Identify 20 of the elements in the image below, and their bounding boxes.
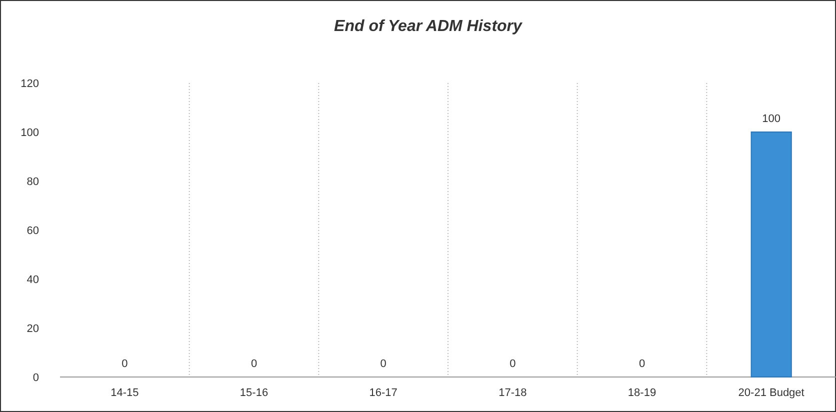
x-tick-label: 14-15 <box>110 387 139 399</box>
x-tick-label: 17-18 <box>498 387 527 399</box>
chart-title: End of Year ADM History <box>334 18 524 35</box>
y-tick-label: 120 <box>20 78 39 90</box>
y-tick-label: 80 <box>26 176 39 188</box>
data-label: 0 <box>122 358 128 370</box>
x-tick-label: 20-21 Budget <box>738 387 804 399</box>
data-label: 0 <box>250 358 258 370</box>
data-label: 0 <box>510 358 516 370</box>
data-label: 0 <box>638 358 646 370</box>
y-tick-label: 100 <box>20 126 39 139</box>
data-label: 0 <box>380 358 386 370</box>
x-tick-label: 18-19 <box>628 387 656 399</box>
y-tick-label: 40 <box>26 274 39 286</box>
y-tick-label: 20 <box>26 322 39 335</box>
data-label: 100 <box>762 113 781 125</box>
x-tick-label: 16-17 <box>369 387 398 399</box>
y-tick-label: 60 <box>26 224 39 237</box>
x-tick-label: 15-16 <box>240 387 268 399</box>
y-tick-label: 0 <box>32 372 39 384</box>
